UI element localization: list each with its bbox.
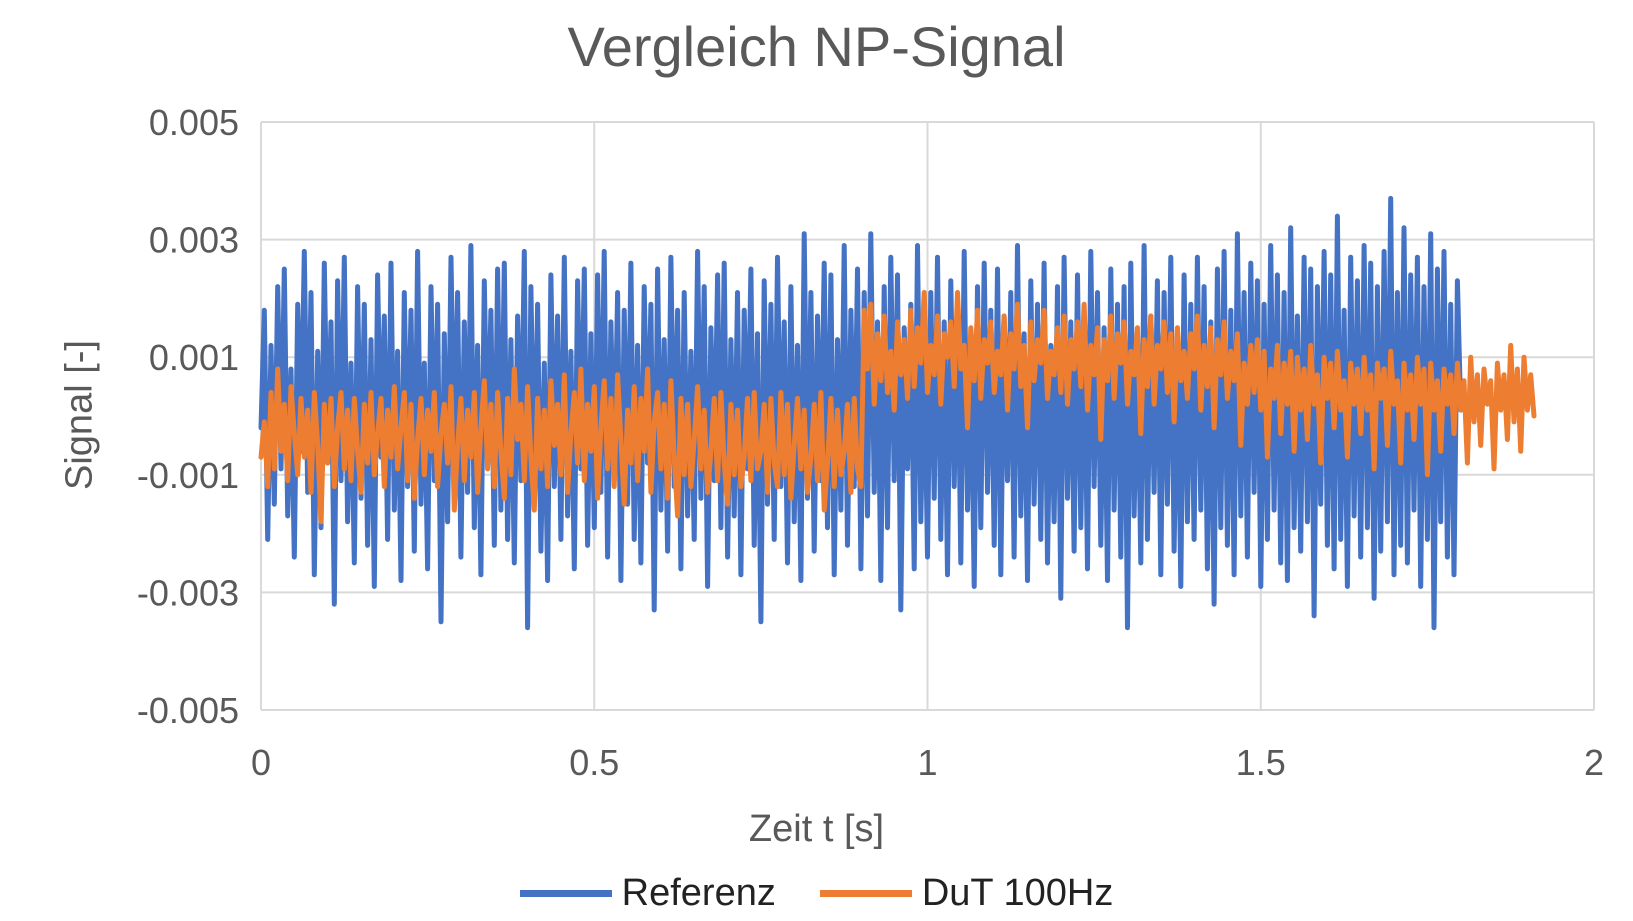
legend-swatch-dut bbox=[819, 890, 912, 897]
x-axis-label: Zeit t [s] bbox=[748, 808, 885, 850]
y-tick-label: -0.003 bbox=[137, 572, 239, 613]
tick-labels: 0.005 0.003 0.001 -0.001 -0.003 -0.005 0 0.5 1 1.… bbox=[137, 102, 1604, 783]
series-line-dut-100hz bbox=[258, 290, 1537, 525]
y-axis-label: Signal [-] bbox=[58, 340, 101, 490]
legend-item-dut: DuT 100Hz bbox=[819, 872, 1114, 915]
y-tick-label: 0.003 bbox=[149, 220, 239, 261]
legend-item-referenz: Referenz bbox=[519, 872, 776, 915]
y-tick-label: -0.001 bbox=[137, 455, 239, 496]
y-tick-label: 0.001 bbox=[149, 337, 239, 378]
y-tick-label: 0.005 bbox=[149, 102, 239, 143]
y-tick-label: -0.005 bbox=[137, 690, 239, 731]
x-tick-label: 2 bbox=[1584, 742, 1604, 783]
legend: Referenz DuT 100Hz bbox=[0, 872, 1633, 915]
series-line-referenz bbox=[258, 195, 1464, 631]
x-tick-label: 0 bbox=[251, 742, 271, 783]
legend-label-dut: DuT 100Hz bbox=[921, 872, 1114, 914]
x-tick-label: 1.5 bbox=[1236, 742, 1286, 783]
series-layer bbox=[258, 195, 1537, 631]
legend-swatch-referenz bbox=[519, 890, 612, 897]
x-tick-label: 1 bbox=[917, 742, 937, 783]
legend-label-referenz: Referenz bbox=[621, 872, 776, 914]
x-tick-label: 0.5 bbox=[569, 742, 619, 783]
chart-title: Vergleich NP-Signal bbox=[567, 15, 1066, 78]
